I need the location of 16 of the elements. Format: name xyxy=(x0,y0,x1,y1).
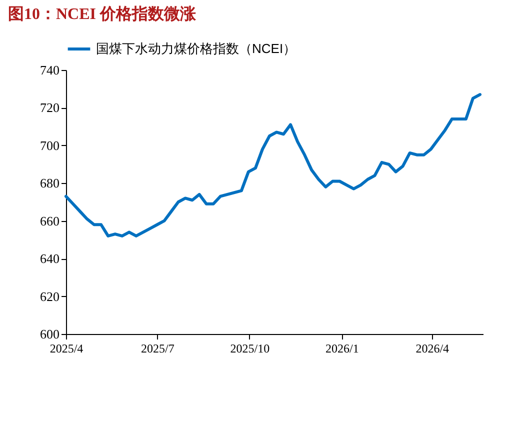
chart-title: 图10：NCEI 价格指数微涨 xyxy=(8,5,198,23)
y-tick-label: 640 xyxy=(40,251,60,266)
x-tick-label: 2026/1 xyxy=(325,342,359,356)
y-tick-label: 740 xyxy=(40,62,60,78)
line-series xyxy=(64,93,482,238)
y-tick-label: 680 xyxy=(40,176,60,191)
y-tick-label: 620 xyxy=(40,288,60,304)
y-tick-label: 700 xyxy=(40,138,60,153)
x-tick-label: 2025/10 xyxy=(230,342,270,356)
y-tick-label: 600 xyxy=(40,326,60,342)
x-tick-label: 2025/7 xyxy=(141,342,174,356)
x-tick-label: 2026/4 xyxy=(416,342,450,356)
y-tick-label: 720 xyxy=(40,100,60,116)
x-tick-label: 2025/4 xyxy=(50,342,84,356)
y-tick-label: 660 xyxy=(40,213,60,228)
legend-label: 国煤下水动力煤价格指数（NCEI） xyxy=(96,41,296,56)
